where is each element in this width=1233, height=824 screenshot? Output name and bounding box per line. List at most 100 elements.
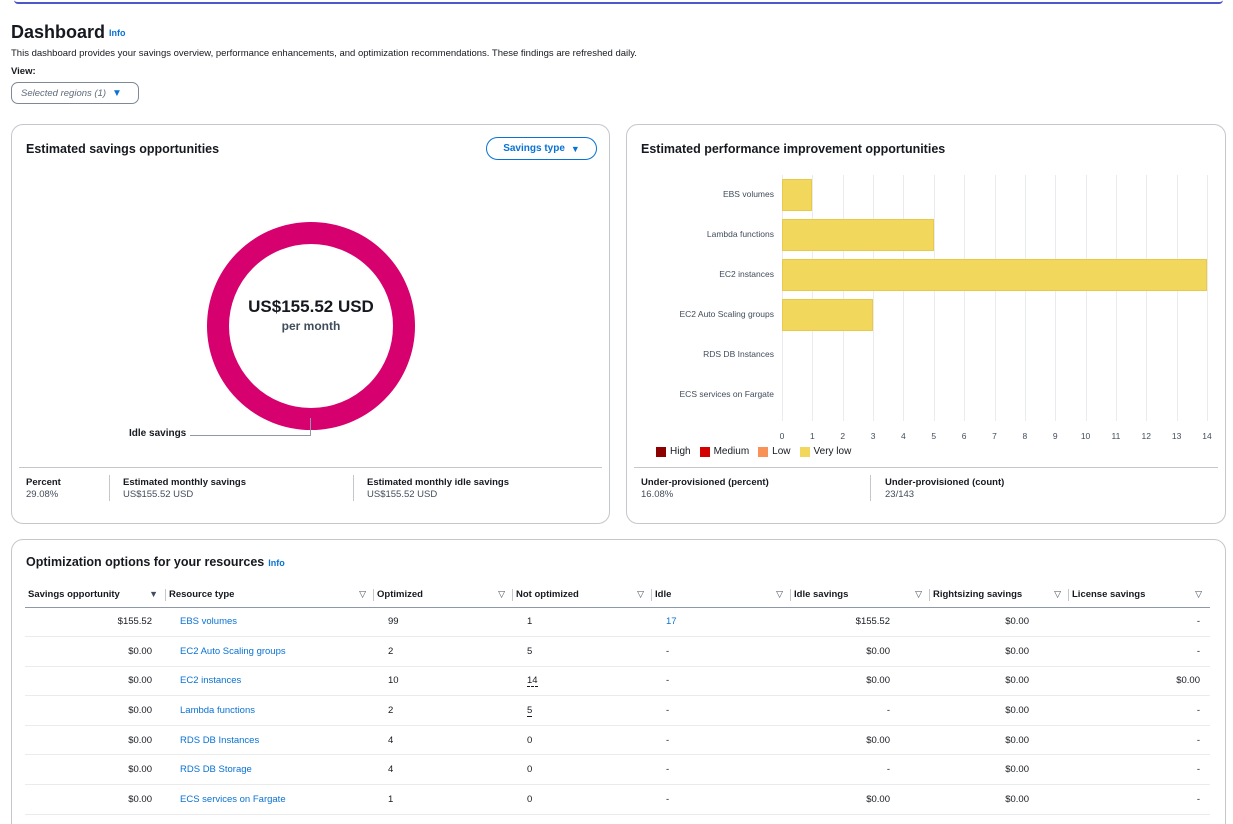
caret-down-icon: ▼ xyxy=(570,143,580,154)
cell-value[interactable]: RDS DB Instances xyxy=(180,734,260,746)
cell-not-optimized: 0 xyxy=(513,784,652,815)
cell-savings-opportunity: $0.00 xyxy=(25,666,166,697)
divider xyxy=(19,467,602,468)
cell-savings-opportunity: $0.00 xyxy=(25,754,166,786)
cell-resource-type[interactable]: RDS DB Storage xyxy=(166,754,374,786)
column-divider[interactable] xyxy=(165,589,166,601)
cell-resource-type[interactable]: EC2 instances xyxy=(166,666,374,697)
metric-monthly-savings: Estimated monthly savings US$155.52 USD xyxy=(123,477,247,500)
donut-segment-idle-savings[interactable] xyxy=(207,222,415,430)
column-header-label: Savings opportunity xyxy=(28,589,120,601)
grid-line xyxy=(1207,175,1208,421)
sort-icon[interactable]: ▽ xyxy=(915,589,922,600)
cell-value[interactable]: 17 xyxy=(666,616,677,628)
sort-icon[interactable]: ▼ xyxy=(149,589,158,600)
cell-not-optimized: 0 xyxy=(513,725,652,756)
legend-item-medium: Medium xyxy=(699,446,749,457)
bar-very-low[interactable] xyxy=(782,219,934,251)
sort-icon[interactable]: ▽ xyxy=(1195,589,1202,600)
metric-separator xyxy=(353,475,354,501)
metric-separator xyxy=(109,475,110,501)
cell-idle: - xyxy=(652,725,791,756)
cell-value[interactable]: EC2 Auto Scaling groups xyxy=(180,645,286,657)
column-header-rightsizing-savings[interactable]: Rightsizing savings ▽ xyxy=(930,583,1069,608)
cell-value: 4 xyxy=(388,764,394,776)
region-select[interactable]: Selected regions (1) ▼ xyxy=(11,82,139,104)
savings-type-label: Savings type xyxy=(503,143,565,154)
column-divider[interactable] xyxy=(373,589,374,601)
y-category-label: ECS services on Fargate xyxy=(679,389,774,399)
column-header-savings-opportunity[interactable]: Savings opportunity ▼ xyxy=(25,583,166,608)
column-divider[interactable] xyxy=(1068,589,1069,601)
cell-idle: - xyxy=(652,666,791,697)
cell-value[interactable]: 5 xyxy=(527,705,533,718)
cell-resource-type[interactable]: ECS services on Fargate xyxy=(166,784,374,815)
cell-not-optimized: 1 xyxy=(513,607,652,638)
column-header-resource-type[interactable]: Resource type ▽ xyxy=(166,583,374,608)
table-row: $0.00 Lambda functions 2 5 - - $0.00 - xyxy=(25,695,1210,726)
cell-value: $0.00 xyxy=(1005,793,1029,805)
x-tick-label: 12 xyxy=(1141,431,1152,441)
column-header-not-optimized[interactable]: Not optimized ▽ xyxy=(513,583,652,608)
column-divider[interactable] xyxy=(512,589,513,601)
cell-value[interactable]: EC2 instances xyxy=(180,675,242,687)
x-tick-label: 3 xyxy=(870,431,876,441)
column-header-idle-savings[interactable]: Idle savings ▽ xyxy=(791,583,930,608)
cell-value: 0 xyxy=(527,764,533,776)
column-header-license-savings[interactable]: License savings ▽ xyxy=(1069,583,1210,608)
y-category-label: EBS volumes xyxy=(722,189,774,199)
info-link[interactable]: Info xyxy=(109,28,126,39)
cell-value[interactable]: 14 xyxy=(527,675,538,688)
x-tick-label: 10 xyxy=(1080,431,1091,441)
cell-idle-savings: $0.00 xyxy=(791,636,930,667)
performance-panel: Estimated performance improvement opport… xyxy=(626,124,1226,524)
info-link[interactable]: Info xyxy=(268,557,285,568)
cell-not-optimized[interactable]: 5 xyxy=(513,695,652,726)
cell-value[interactable]: ECS services on Fargate xyxy=(180,793,286,805)
metric-separator xyxy=(870,475,871,501)
cell-idle: - xyxy=(652,784,791,815)
cell-not-optimized[interactable]: 14 xyxy=(513,666,652,697)
cell-value: $155.52 xyxy=(117,616,152,628)
cell-optimized: 2 xyxy=(374,636,513,667)
y-category-label: Lambda functions xyxy=(706,229,774,239)
column-header-idle[interactable]: Idle ▽ xyxy=(652,583,791,608)
cell-idle[interactable]: 17 xyxy=(652,607,791,638)
cell-value[interactable]: RDS DB Storage xyxy=(180,764,252,776)
top-accent-line xyxy=(14,0,1223,4)
cell-rightsizing-savings: $0.00 xyxy=(930,636,1069,667)
grid-line xyxy=(994,175,996,421)
legend-item-low: Low xyxy=(758,446,791,457)
grid-line xyxy=(1085,175,1087,421)
column-header-optimized[interactable]: Optimized ▽ xyxy=(374,583,513,608)
sort-icon[interactable]: ▽ xyxy=(359,589,366,600)
legend-swatch xyxy=(656,446,666,457)
cell-value: $0.00 xyxy=(1005,734,1029,746)
bar-very-low[interactable] xyxy=(782,179,813,211)
x-tick-label: 14 xyxy=(1202,431,1212,441)
cell-resource-type[interactable]: Lambda functions xyxy=(166,695,374,726)
bar-very-low[interactable] xyxy=(782,259,1207,291)
cell-value[interactable]: EBS volumes xyxy=(180,616,238,628)
column-divider[interactable] xyxy=(651,589,652,601)
cell-resource-type[interactable]: EBS volumes xyxy=(166,607,374,638)
sort-icon[interactable]: ▽ xyxy=(776,589,783,600)
cell-savings-opportunity: $0.00 xyxy=(25,695,166,726)
y-category-label: RDS DB Instances xyxy=(703,349,774,359)
bar-very-low[interactable] xyxy=(782,299,874,331)
cell-value: 0 xyxy=(527,793,533,805)
sort-icon[interactable]: ▽ xyxy=(637,589,644,600)
cell-value: $0.00 xyxy=(128,734,152,746)
sort-icon[interactable]: ▽ xyxy=(1054,589,1061,600)
column-divider[interactable] xyxy=(790,589,791,601)
cell-value: - xyxy=(886,764,890,776)
savings-type-button[interactable]: Savings type ▼ xyxy=(486,137,597,160)
sort-icon[interactable]: ▽ xyxy=(498,589,505,600)
leader-line xyxy=(190,435,311,436)
cell-resource-type[interactable]: RDS DB Instances xyxy=(166,725,374,756)
cell-value[interactable]: Lambda functions xyxy=(180,705,255,717)
optimization-title: Optimization options for your resources I… xyxy=(26,555,285,569)
cell-resource-type[interactable]: EC2 Auto Scaling groups xyxy=(166,636,374,667)
column-divider[interactable] xyxy=(929,589,930,601)
legend-item-high: High xyxy=(656,446,691,457)
